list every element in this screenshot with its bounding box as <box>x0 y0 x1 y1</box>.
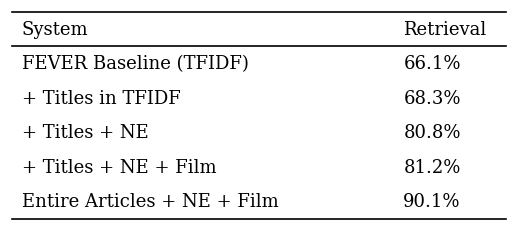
Text: + Titles + NE + Film: + Titles + NE + Film <box>22 158 217 176</box>
Text: 66.1%: 66.1% <box>403 55 461 73</box>
Text: FEVER Baseline (TFIDF): FEVER Baseline (TFIDF) <box>22 55 249 73</box>
Text: 68.3%: 68.3% <box>403 90 461 107</box>
Text: System: System <box>22 21 89 39</box>
Text: Retrieval: Retrieval <box>403 21 486 39</box>
Text: + Titles + NE: + Titles + NE <box>22 124 149 142</box>
Text: Entire Articles + NE + Film: Entire Articles + NE + Film <box>22 192 279 210</box>
Text: 81.2%: 81.2% <box>403 158 461 176</box>
Text: + Titles in TFIDF: + Titles in TFIDF <box>22 90 181 107</box>
Text: 90.1%: 90.1% <box>403 192 461 210</box>
Text: 80.8%: 80.8% <box>403 124 461 142</box>
